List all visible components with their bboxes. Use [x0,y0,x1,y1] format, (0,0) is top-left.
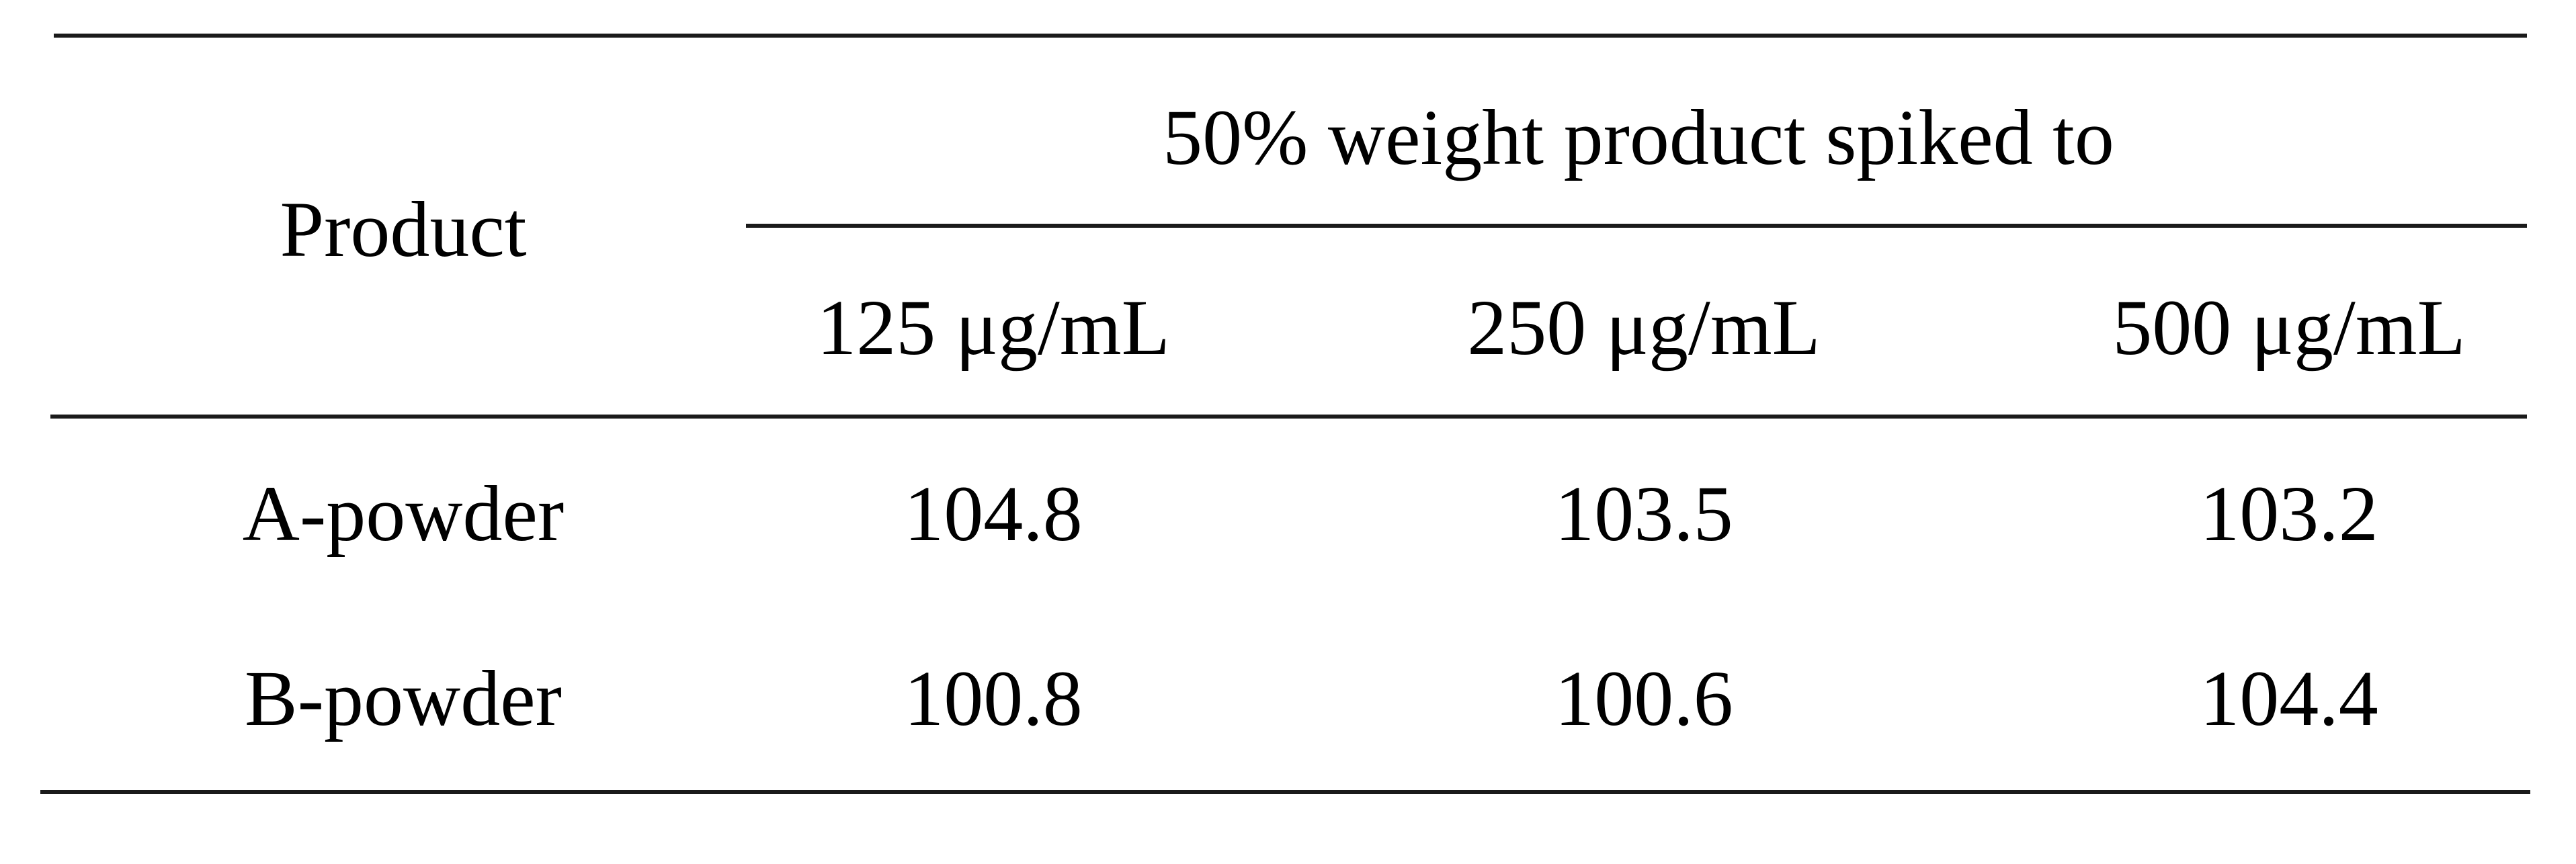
table-cell: 104.8 [904,470,1083,558]
group-header: 50% weight product spiked to [1163,93,2114,181]
table-cell: 104.4 [2200,654,2378,742]
table-cell: 103.2 [2200,470,2378,558]
bottom-rule [40,790,2530,794]
table-row-label: B-powder [245,654,562,742]
table-cell: 100.6 [1554,654,1733,742]
header-bottom-rule [50,415,2527,419]
table-cell: 103.5 [1554,470,1733,558]
table-cell: 100.8 [904,654,1083,742]
column-header-500: 500 μg/mL [2112,284,2466,372]
product-column-header: Product [280,185,527,273]
group-header-underline [746,224,2527,228]
column-header-125: 125 μg/mL [817,284,1170,372]
table-row-label: A-powder [242,470,565,558]
top-rule [54,34,2527,38]
column-header-250: 250 μg/mL [1467,284,1821,372]
